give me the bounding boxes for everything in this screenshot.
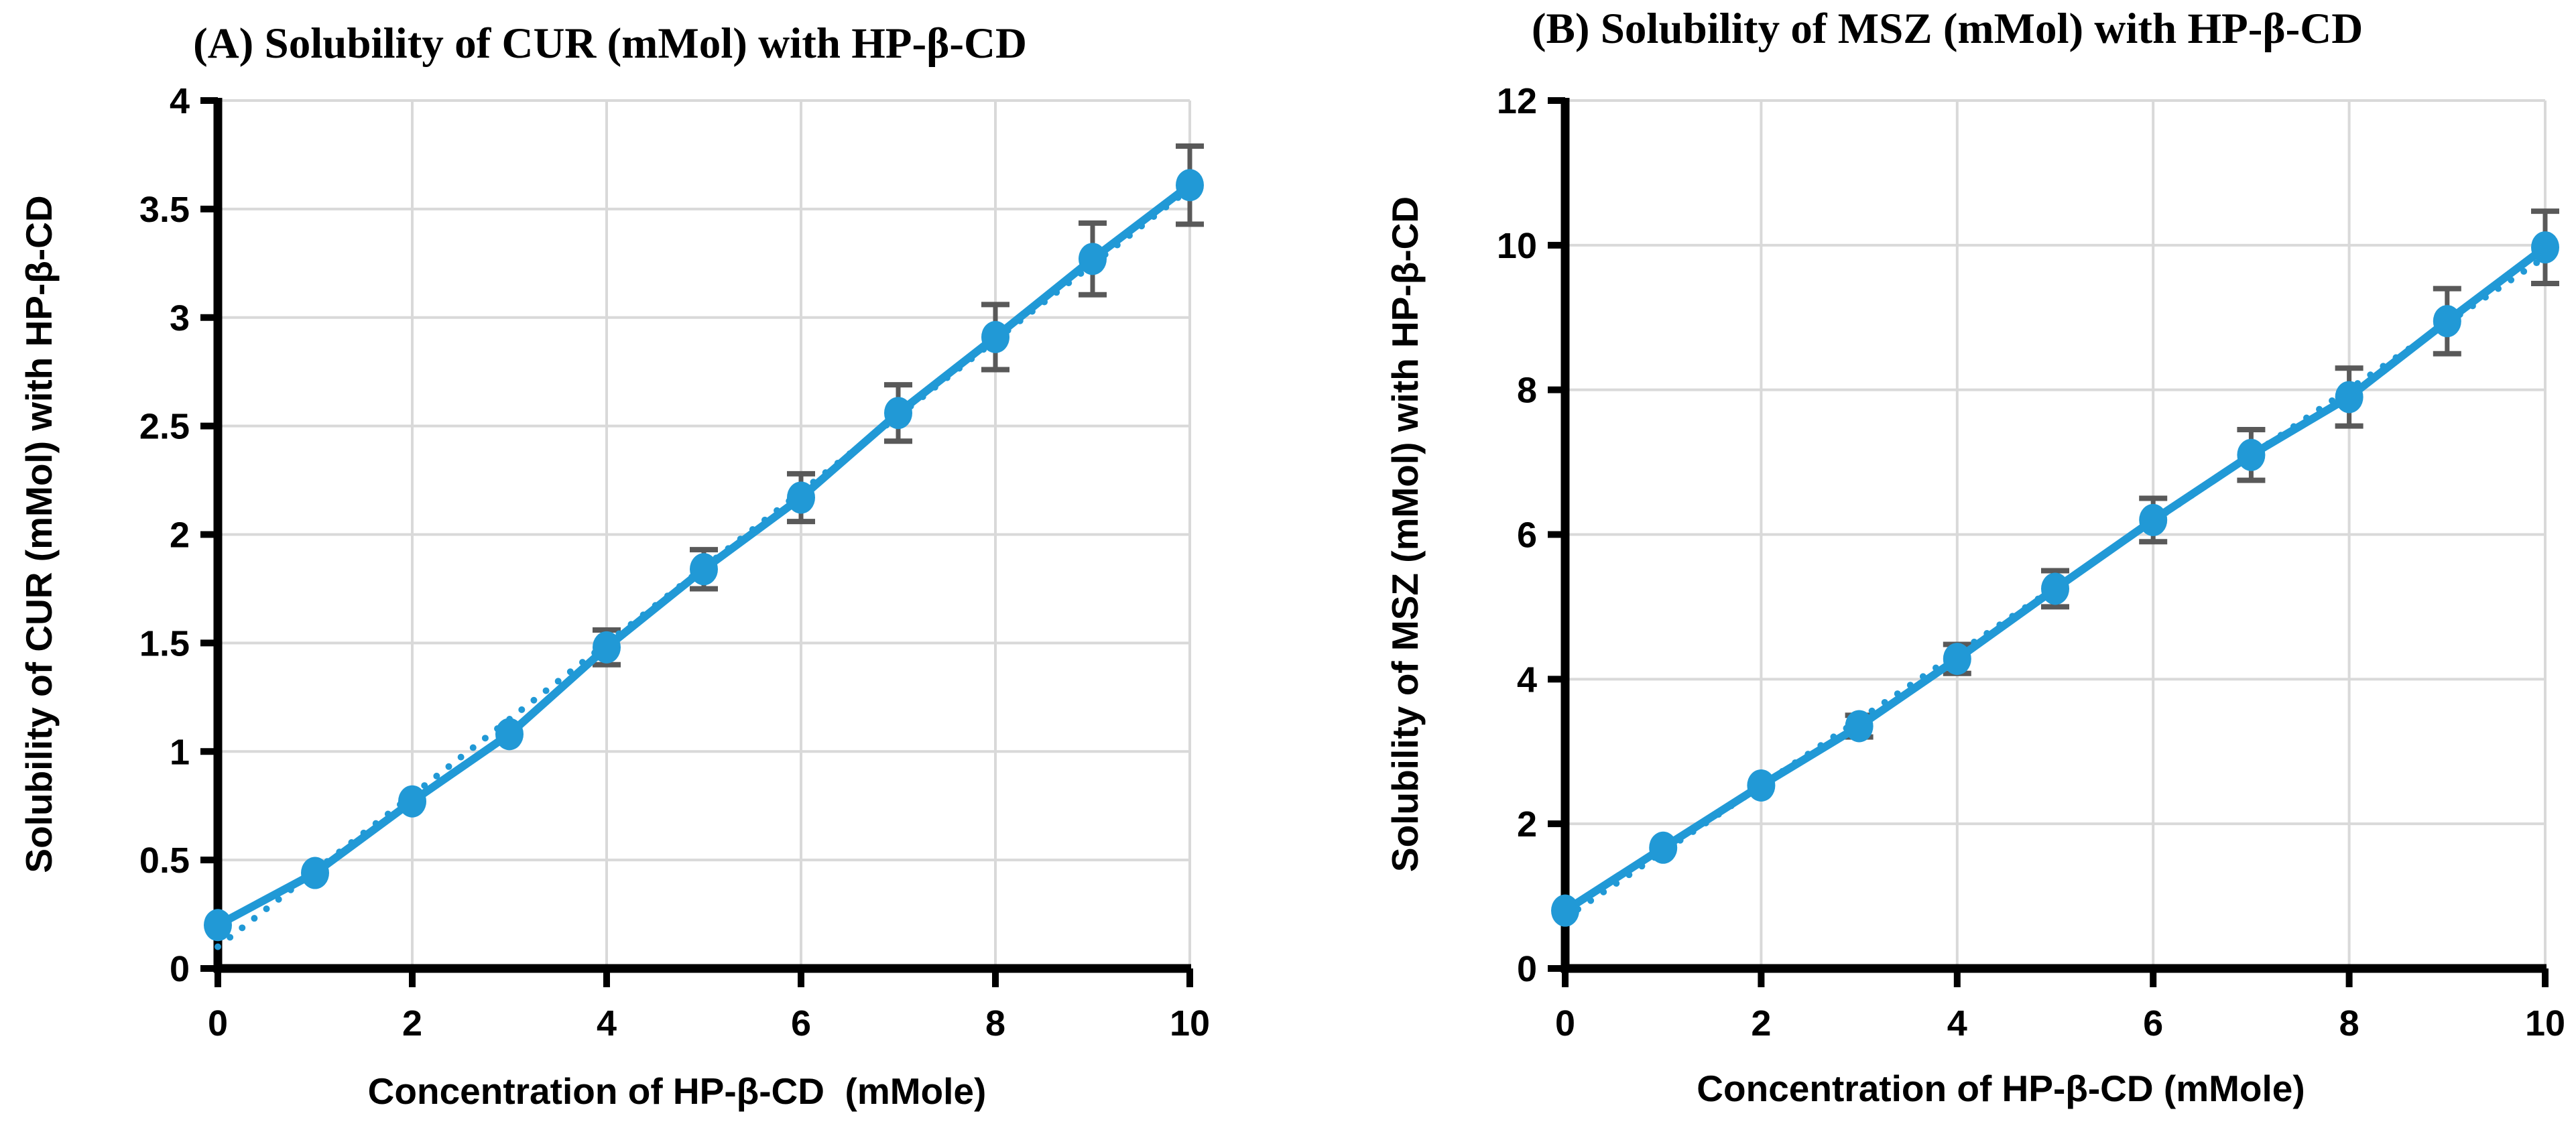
tick-labels: 0 0.5 1 1.5 2 2.5 3 3.5 4 0 2 4 6 8 10 [139, 81, 1210, 1044]
y-tick-label: 1 [170, 732, 190, 772]
data-point [1079, 243, 1107, 275]
tick-marks [1548, 97, 2549, 987]
data-point [1176, 169, 1204, 202]
y-tick-label: 1.5 [139, 623, 190, 664]
tick-labels: 0 2 4 6 8 10 12 0 2 4 6 8 10 [1497, 81, 2565, 1044]
data-point [884, 397, 912, 430]
chart-A-plot-canvas: 0 0.5 1 1.5 2 2.5 3 3.5 4 0 2 4 6 8 10 [139, 81, 1210, 1044]
x-tick-label: 0 [1555, 1003, 1575, 1044]
y-tick-label: 8 [1517, 371, 1537, 411]
x-tick-label: 4 [1947, 1003, 1967, 1044]
chart-B-plot-canvas: 0 2 4 6 8 10 12 0 2 4 6 8 10 [1497, 81, 2565, 1044]
chart-A: (A) Solubility of CUR (mMol) with HP-β-C… [0, 0, 1287, 1132]
data-point [593, 631, 621, 664]
trendline-dotted [1562, 253, 2549, 922]
chart-B: (B) Solubility of MSZ (mMol) with HP-β-C… [1287, 0, 2576, 1132]
axes [213, 98, 1191, 973]
data-point [204, 909, 232, 942]
data-point [1747, 769, 1776, 802]
data-point [2531, 231, 2559, 264]
x-tick-label: 6 [791, 1003, 811, 1044]
gridlines [218, 99, 1191, 968]
data-point [1845, 710, 1874, 743]
data-point [2139, 503, 2168, 536]
data-point [1649, 831, 1678, 864]
data-point [981, 320, 1009, 353]
x-tick-label: 4 [597, 1003, 617, 1044]
data-point [1943, 643, 1971, 676]
gridlines [1565, 99, 2547, 968]
y-tick-label: 4 [170, 81, 190, 121]
data-point [495, 718, 524, 751]
x-tick-label: 8 [2339, 1003, 2359, 1044]
chart-A-x-axis-title: Concentration of HP-β-CD (mMole) [367, 1070, 987, 1112]
data-point [398, 785, 426, 818]
data-point [1551, 894, 1579, 927]
chart-B-x-axis-title: Concentration of HP-β-CD (mMole) [1697, 1068, 2305, 1109]
y-tick-label: 0.5 [139, 840, 190, 881]
y-tick-label: 10 [1497, 226, 1537, 266]
y-tick-label: 0 [1517, 949, 1537, 989]
x-tick-label: 10 [2525, 1003, 2565, 1044]
data-point-markers [204, 169, 1204, 942]
y-tick-label: 0 [170, 949, 190, 989]
x-tick-label: 6 [2143, 1003, 2163, 1044]
x-tick-label: 0 [208, 1003, 228, 1044]
y-tick-label: 2 [1517, 804, 1537, 844]
chart-B-title: (B) Solubility of MSZ (mMol) with HP-β-C… [1531, 5, 2364, 53]
y-tick-label: 6 [1517, 515, 1537, 556]
y-tick-label: 2.5 [139, 407, 190, 447]
y-tick-label: 4 [1517, 659, 1537, 700]
x-tick-label: 2 [1751, 1003, 1771, 1044]
chart-A-title: (A) Solubility of CUR (mMol) with HP-β-C… [193, 19, 1027, 68]
data-point [787, 481, 815, 514]
axes [1560, 98, 2547, 973]
data-point [2335, 381, 2364, 414]
data-point [690, 553, 718, 586]
x-tick-label: 2 [402, 1003, 422, 1044]
y-tick-label: 3 [170, 298, 190, 338]
y-tick-label: 3.5 [139, 190, 190, 230]
y-tick-label: 12 [1497, 81, 1537, 121]
data-point [2041, 572, 2069, 605]
x-tick-label: 8 [985, 1003, 1005, 1044]
y-tick-label: 2 [170, 515, 190, 556]
data-point [2237, 438, 2266, 471]
data-point [2433, 305, 2461, 338]
tick-marks [200, 97, 1193, 987]
data-point [301, 857, 329, 889]
data-point-markers [1551, 231, 2559, 927]
x-tick-label: 10 [1170, 1003, 1210, 1044]
